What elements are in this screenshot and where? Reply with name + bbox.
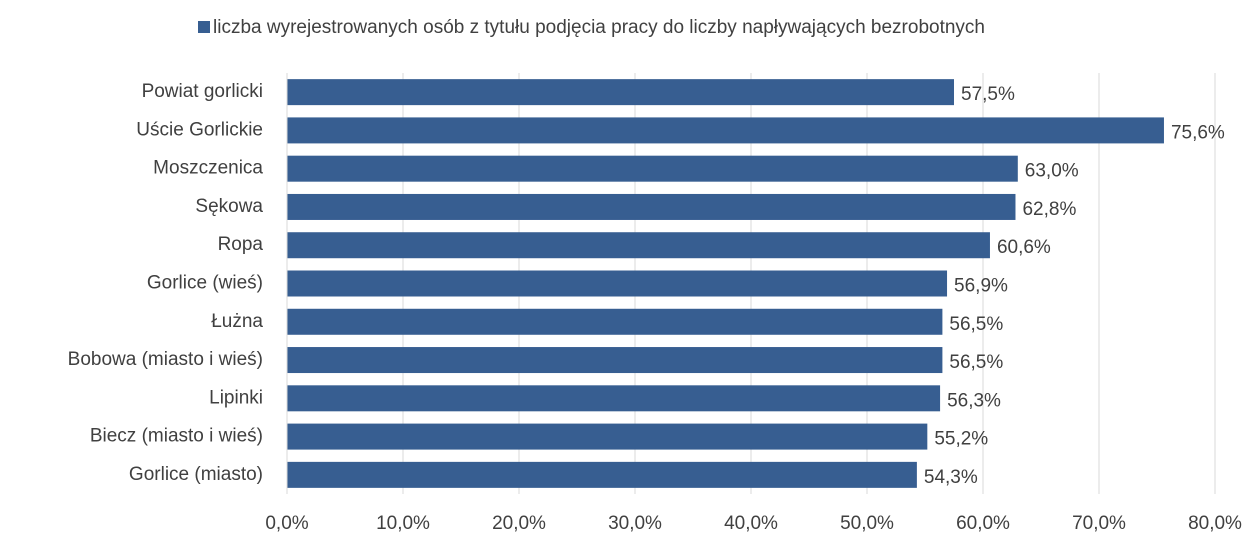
bar (287, 79, 954, 106)
y-tick-label: Powiat gorlicki (142, 81, 263, 102)
x-tick-label: 10,0% (376, 513, 430, 534)
x-tick-label: 40,0% (724, 513, 778, 534)
x-tick-label: 50,0% (840, 513, 894, 534)
bar (287, 232, 990, 259)
y-tick-label: Bobowa (miasto i wieś) (68, 349, 263, 370)
y-tick-label: Biecz (miasto i wieś) (90, 426, 263, 447)
x-tick-label: 30,0% (608, 513, 662, 534)
x-tick-label: 60,0% (956, 513, 1010, 534)
bar (287, 117, 1164, 144)
data-label: 56,5% (949, 314, 1003, 335)
data-label: 60,6% (997, 237, 1051, 258)
bar (287, 193, 1016, 220)
data-label: 56,5% (949, 352, 1003, 373)
y-tick-label: Sękowa (195, 196, 263, 217)
bar (287, 347, 943, 374)
x-tick-label: 20,0% (492, 513, 546, 534)
bar (287, 155, 1018, 182)
bar (287, 461, 917, 488)
data-label: 56,9% (954, 276, 1008, 297)
data-label: 63,0% (1025, 161, 1079, 182)
y-tick-label: Moszczenica (153, 158, 263, 179)
data-label: 55,2% (934, 429, 988, 450)
y-tick-label: Gorlice (miasto) (129, 464, 263, 485)
x-tick-label: 80,0% (1188, 513, 1242, 534)
y-tick-label: Lipinki (209, 387, 263, 408)
bar (287, 270, 948, 297)
data-label: 75,6% (1171, 122, 1225, 143)
y-tick-label: Ropa (218, 234, 264, 255)
y-tick-label: Łużna (211, 311, 263, 332)
data-label: 54,3% (924, 467, 978, 488)
bar (287, 423, 928, 450)
x-tick-label: 0,0% (265, 513, 308, 534)
y-tick-label: Gorlice (wieś) (147, 273, 263, 294)
legend-label: liczba wyrejestrowanych osób z tytułu po… (213, 17, 985, 38)
legend-swatch (198, 21, 210, 33)
data-label: 57,5% (961, 84, 1015, 105)
y-tick-label: Uście Gorlickie (136, 119, 263, 140)
bar (287, 308, 943, 335)
data-label: 62,8% (1022, 199, 1076, 220)
data-label: 56,3% (947, 390, 1001, 411)
x-tick-label: 70,0% (1072, 513, 1126, 534)
bar (287, 385, 941, 412)
